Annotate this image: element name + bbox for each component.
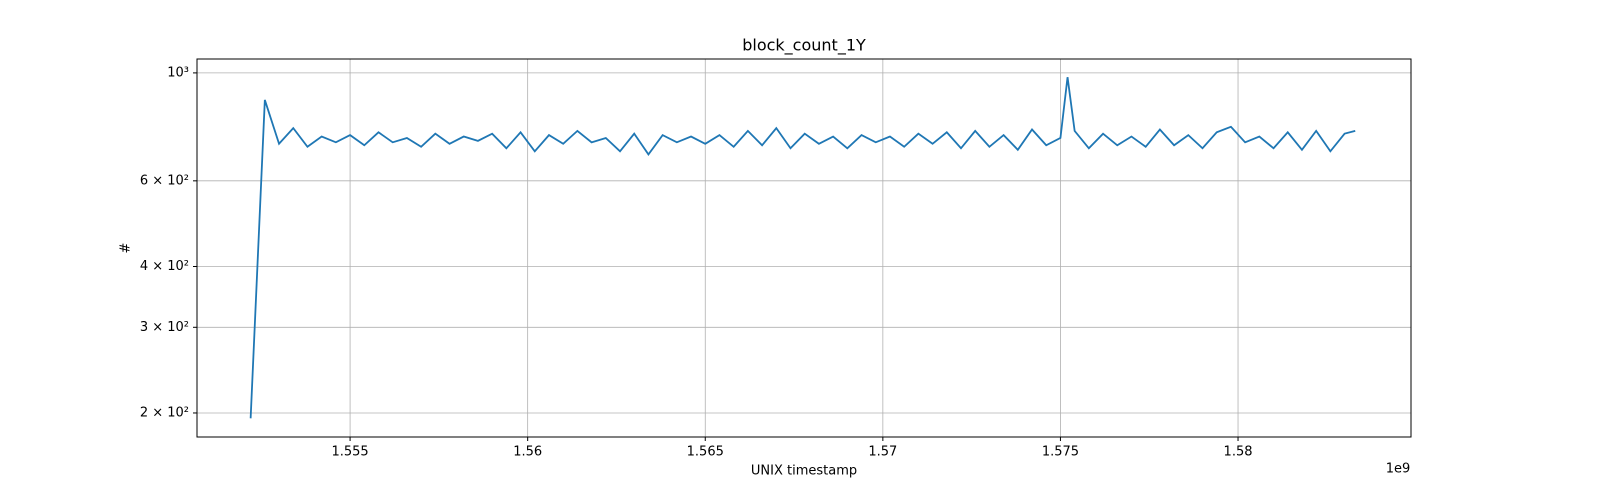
y-tick-label: 2 × 10² — [140, 405, 189, 420]
x-tick-label: 1.58 — [1224, 445, 1253, 460]
y-tick-label: 3 × 10² — [140, 320, 189, 335]
y-tick-label: 10³ — [167, 65, 189, 80]
x-offset-label: 1e9 — [1386, 462, 1411, 477]
x-tick-label: 1.57 — [868, 445, 897, 460]
x-tick-label: 1.565 — [687, 445, 724, 460]
x-tick-label: 1.575 — [1042, 445, 1079, 460]
data-line — [249, 77, 1356, 419]
y-axis-label: # — [119, 243, 134, 254]
y-tick-label: 6 × 10² — [140, 173, 189, 188]
plot-frame — [196, 58, 1412, 438]
chart-title: block_count_1Y — [742, 36, 866, 56]
x-tick-label: 1.56 — [513, 445, 542, 460]
x-tick-label: 1.555 — [331, 445, 368, 460]
x-axis-label: UNIX timestamp — [751, 464, 857, 479]
y-tick-label: 4 × 10² — [140, 259, 189, 274]
